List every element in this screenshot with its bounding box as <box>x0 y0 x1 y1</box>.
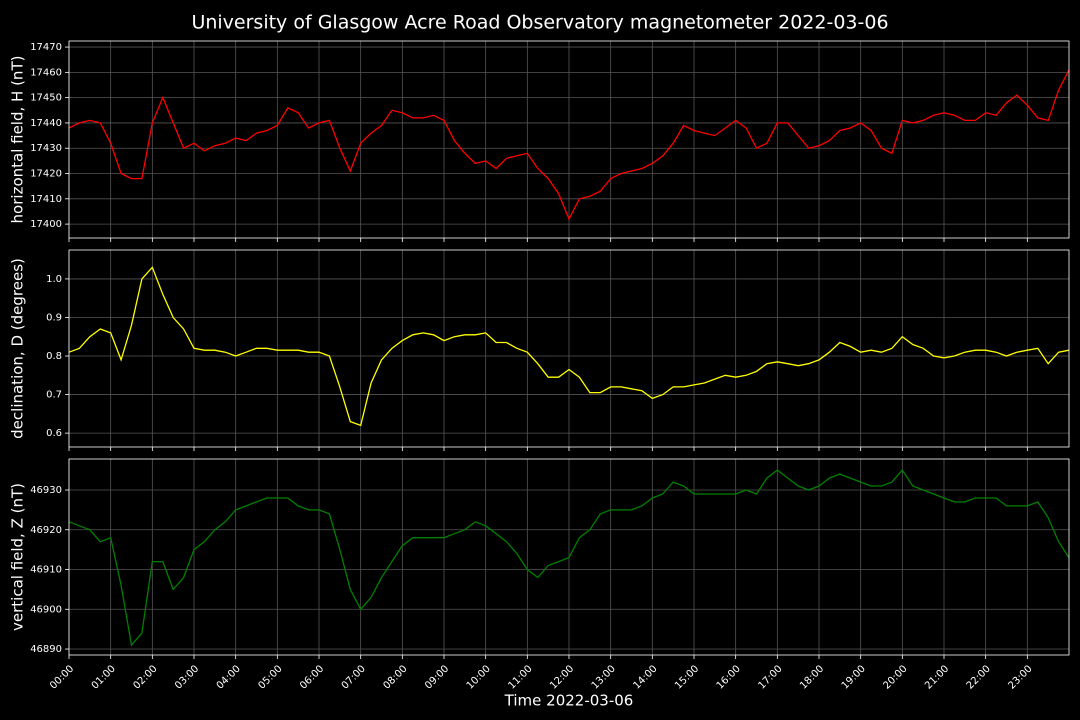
x-tick-label: 01:00 <box>90 663 118 691</box>
plot-frame <box>68 249 1070 448</box>
x-tick-label: 10:00 <box>465 663 493 691</box>
x-tick-label: 06:00 <box>298 663 326 691</box>
x-tick-label: 04:00 <box>215 663 243 691</box>
y-tick-label: 0.7 <box>46 390 62 401</box>
y-tick-label: 17400 <box>30 219 62 230</box>
y-axis-label: vertical field, Z (nT) <box>9 483 27 631</box>
x-tick-label: 12:00 <box>548 663 576 691</box>
y-tick-label: 1.0 <box>46 274 62 285</box>
y-axis-label: horizontal field, H (nT) <box>9 56 27 224</box>
x-tick-label: 23:00 <box>1006 663 1034 691</box>
y-tick-label: 17430 <box>30 143 62 154</box>
y-tick-label: 17410 <box>30 194 62 205</box>
x-tick-label: 19:00 <box>840 663 868 691</box>
x-tick-label: 18:00 <box>798 663 826 691</box>
x-tick-label: 09:00 <box>423 663 451 691</box>
x-tick-label: 20:00 <box>881 663 909 691</box>
y-tick-label: 0.9 <box>46 312 62 323</box>
x-tick-label: 11:00 <box>506 663 534 691</box>
y-tick-label: 0.6 <box>46 428 62 439</box>
x-axis-label: Time 2022-03-06 <box>504 692 634 710</box>
y-tick-label: 0.8 <box>46 351 62 362</box>
x-tick-label: 21:00 <box>923 663 951 691</box>
x-tick-label: 22:00 <box>965 663 993 691</box>
chart-title: University of Glasgow Acre Road Observat… <box>191 12 888 34</box>
x-tick-label: 16:00 <box>715 663 743 691</box>
y-tick-label: 17460 <box>30 67 62 78</box>
y-tick-label: 46910 <box>30 565 62 576</box>
x-tick-label: 08:00 <box>381 663 409 691</box>
y-tick-label: 17420 <box>30 169 62 180</box>
x-tick-label: 05:00 <box>256 663 284 691</box>
x-tick-label: 13:00 <box>590 663 618 691</box>
data-line <box>68 69 1070 221</box>
y-axis-label: declination, D (degrees) <box>9 258 27 439</box>
data-line <box>68 266 1070 427</box>
y-tick-label: 46900 <box>30 604 62 615</box>
data-line <box>68 469 1070 647</box>
y-tick-label: 46890 <box>30 644 62 655</box>
x-tick-label: 03:00 <box>173 663 201 691</box>
y-tick-label: 46930 <box>30 485 62 496</box>
plot-frame <box>68 40 1070 239</box>
y-tick-label: 17450 <box>30 93 62 104</box>
x-tick-label: 07:00 <box>340 663 368 691</box>
x-tick-label: 15:00 <box>673 663 701 691</box>
y-tick-label: 46920 <box>30 525 62 536</box>
y-tick-label: 17470 <box>30 42 62 53</box>
x-tick-label: 14:00 <box>631 663 659 691</box>
x-tick-label: 17:00 <box>756 663 784 691</box>
plot-frame <box>68 458 1070 656</box>
x-tick-label: 00:00 <box>48 663 76 691</box>
x-tick-label: 02:00 <box>131 663 159 691</box>
y-tick-label: 17440 <box>30 118 62 129</box>
